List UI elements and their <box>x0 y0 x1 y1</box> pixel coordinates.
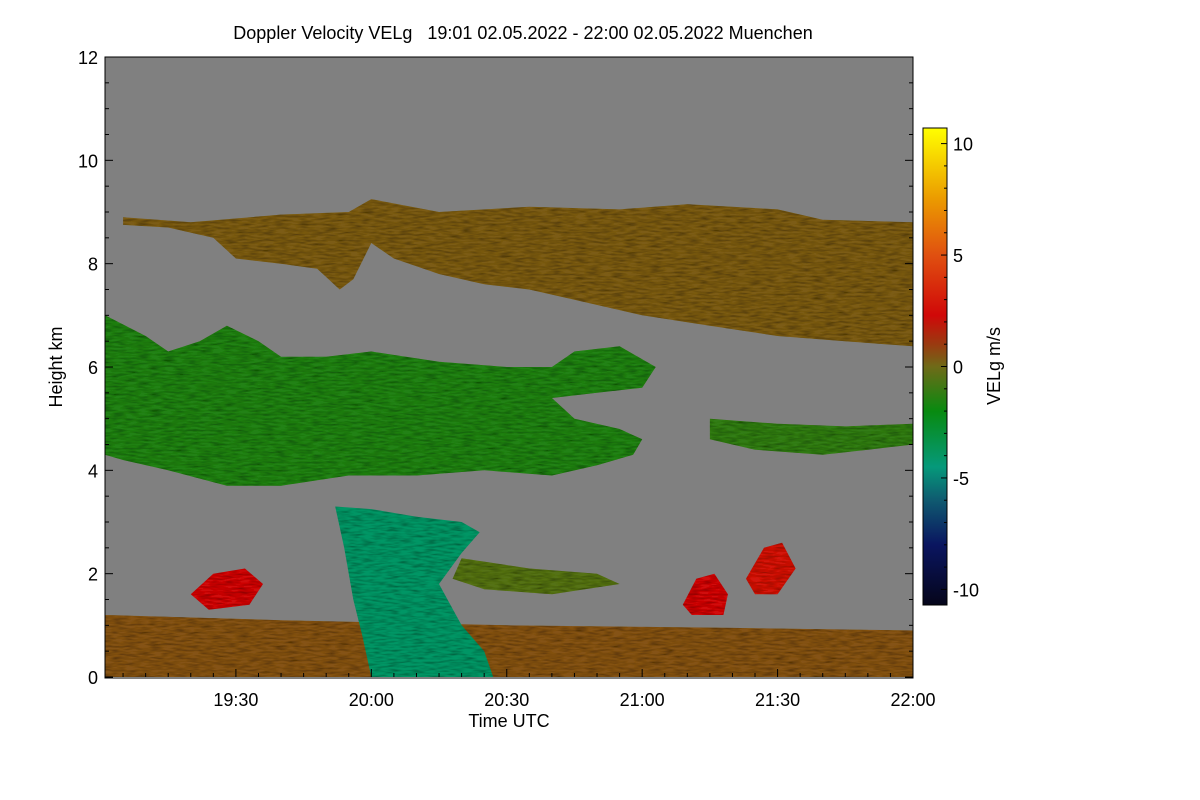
precipitation-fall-streak <box>335 506 494 677</box>
mid-cloud-layer <box>105 315 656 486</box>
y-axis-label: Height km <box>46 326 66 407</box>
colorbar-label: VELg m/s <box>984 327 1004 405</box>
y-tick-label: 0 <box>88 668 98 688</box>
y-tick-label: 2 <box>88 565 98 585</box>
y-tick-label: 12 <box>78 48 98 68</box>
x-axis-label: Time UTC <box>468 711 549 731</box>
colorbar-tick-label: 0 <box>953 358 963 378</box>
y-tick-label: 4 <box>88 461 98 481</box>
colorbar-tick-label: -5 <box>953 469 969 489</box>
y-tick-label: 8 <box>88 255 98 275</box>
x-tick-label: 22:00 <box>890 690 935 710</box>
y-tick-label: 6 <box>88 358 98 378</box>
x-tick-label: 20:30 <box>484 690 529 710</box>
colorbar-tick-label: -10 <box>953 580 979 600</box>
thin-layer-right <box>709 418 913 455</box>
chart-title: Doppler Velocity VELg 19:01 02.05.2022 -… <box>233 23 812 43</box>
colorbar-tick-label: 5 <box>953 246 963 266</box>
colorbar-tick-label: 10 <box>953 135 973 155</box>
boundary-layer-clutter <box>105 615 913 677</box>
x-tick-label: 20:00 <box>349 690 394 710</box>
x-tick-label: 21:00 <box>620 690 665 710</box>
convective-cell-2 <box>682 573 728 615</box>
x-tick-label: 21:30 <box>755 690 800 710</box>
x-tick-label: 19:30 <box>213 690 258 710</box>
convective-cell-3 <box>746 542 796 595</box>
low-layer-2km <box>452 558 620 595</box>
convective-cell-1 <box>190 568 263 610</box>
y-tick-label: 10 <box>78 151 98 171</box>
upper-cloud-layer <box>123 199 913 347</box>
